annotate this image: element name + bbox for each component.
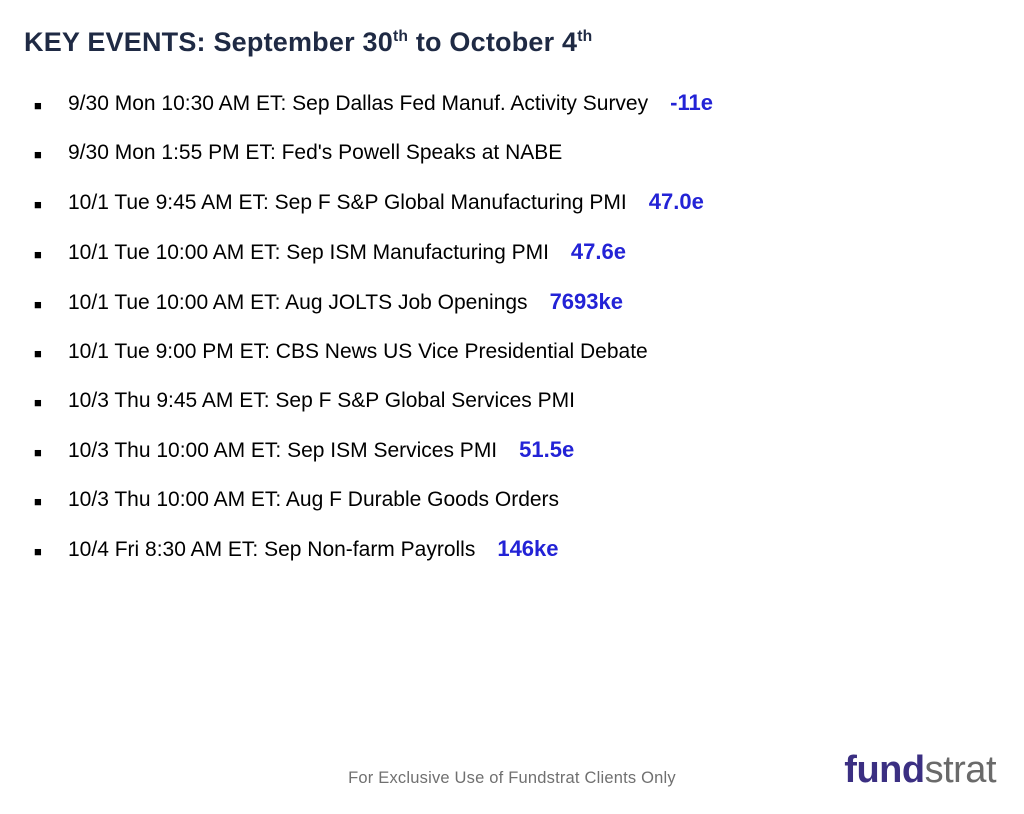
slide: KEY EVENTS: September 30th to October 4t… bbox=[0, 0, 1024, 814]
event-estimate: 47.6e bbox=[571, 239, 626, 265]
title-sup-2: th bbox=[577, 28, 592, 45]
title-prefix: KEY EVENTS: September 30 bbox=[24, 27, 393, 57]
event-label: 10/3 Thu 10:00 AM ET: Sep ISM Services P… bbox=[68, 438, 497, 463]
event-estimate: -11e bbox=[670, 90, 713, 116]
bullet-icon: ■ bbox=[34, 292, 68, 317]
event-row: ■ 10/1 Tue 10:00 AM ET: Sep ISM Manufact… bbox=[34, 239, 1000, 267]
event-label: 10/1 Tue 10:00 AM ET: Aug JOLTS Job Open… bbox=[68, 290, 528, 315]
event-row: ■ 10/1 Tue 9:45 AM ET: Sep F S&P Global … bbox=[34, 189, 1000, 217]
event-row: ■ 10/3 Thu 10:00 AM ET: Sep ISM Services… bbox=[34, 437, 1000, 465]
bullet-icon: ■ bbox=[34, 142, 68, 167]
brand-rest: strat bbox=[925, 749, 996, 791]
event-row: ■ 10/3 Thu 9:45 AM ET: Sep F S&P Global … bbox=[34, 388, 1000, 415]
event-row: ■ 9/30 Mon 1:55 PM ET: Fed's Powell Spea… bbox=[34, 140, 1000, 167]
event-label: 9/30 Mon 10:30 AM ET: Sep Dallas Fed Man… bbox=[68, 91, 648, 116]
bullet-icon: ■ bbox=[34, 242, 68, 267]
event-row: ■ 10/4 Fri 8:30 AM ET: Sep Non-farm Payr… bbox=[34, 536, 1000, 564]
bullet-icon: ■ bbox=[34, 93, 68, 118]
bullet-icon: ■ bbox=[34, 440, 68, 465]
bullet-icon: ■ bbox=[34, 192, 68, 217]
events-list: ■ 9/30 Mon 10:30 AM ET: Sep Dallas Fed M… bbox=[24, 90, 1000, 564]
event-label: 10/1 Tue 9:00 PM ET: CBS News US Vice Pr… bbox=[68, 339, 648, 364]
event-label: 10/4 Fri 8:30 AM ET: Sep Non-farm Payrol… bbox=[68, 537, 475, 562]
page-title: KEY EVENTS: September 30th to October 4t… bbox=[24, 26, 1000, 58]
event-row: ■ 10/1 Tue 10:00 AM ET: Aug JOLTS Job Op… bbox=[34, 289, 1000, 317]
event-estimate: 7693ke bbox=[550, 289, 623, 315]
event-estimate: 146ke bbox=[497, 536, 558, 562]
event-estimate: 51.5e bbox=[519, 437, 574, 463]
slide-footer: For Exclusive Use of Fundstrat Clients O… bbox=[0, 746, 1024, 792]
title-mid: to October 4 bbox=[408, 27, 577, 57]
bullet-icon: ■ bbox=[34, 539, 68, 564]
bullet-icon: ■ bbox=[34, 489, 68, 514]
event-row: ■ 9/30 Mon 10:30 AM ET: Sep Dallas Fed M… bbox=[34, 90, 1000, 118]
event-label: 9/30 Mon 1:55 PM ET: Fed's Powell Speaks… bbox=[68, 140, 562, 165]
event-label: 10/1 Tue 10:00 AM ET: Sep ISM Manufactur… bbox=[68, 240, 549, 265]
title-sup-1: th bbox=[393, 28, 408, 45]
event-row: ■ 10/3 Thu 10:00 AM ET: Aug F Durable Go… bbox=[34, 487, 1000, 514]
bullet-icon: ■ bbox=[34, 341, 68, 366]
event-label: 10/1 Tue 9:45 AM ET: Sep F S&P Global Ma… bbox=[68, 190, 627, 215]
event-label: 10/3 Thu 10:00 AM ET: Aug F Durable Good… bbox=[68, 487, 559, 512]
event-label: 10/3 Thu 9:45 AM ET: Sep F S&P Global Se… bbox=[68, 388, 575, 413]
event-row: ■ 10/1 Tue 9:00 PM ET: CBS News US Vice … bbox=[34, 339, 1000, 366]
brand-logo: fundstrat bbox=[844, 749, 996, 792]
brand-accent: fund bbox=[844, 749, 924, 791]
event-estimate: 47.0e bbox=[649, 189, 704, 215]
bullet-icon: ■ bbox=[34, 390, 68, 415]
